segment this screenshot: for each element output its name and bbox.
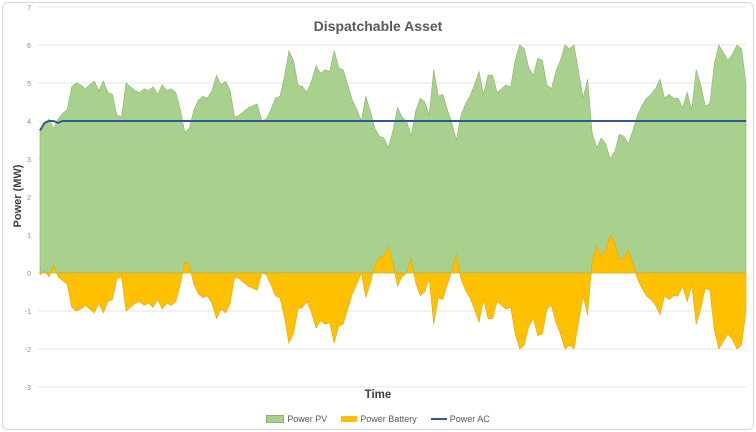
svg-text:6: 6 bbox=[27, 43, 31, 50]
ac-line-swatch-icon bbox=[430, 418, 447, 420]
svg-text:1: 1 bbox=[27, 233, 31, 240]
svg-text:3: 3 bbox=[27, 157, 31, 164]
svg-text:0: 0 bbox=[27, 271, 31, 278]
battery-area-series bbox=[39, 234, 747, 350]
x-axis-label: Time bbox=[364, 389, 392, 401]
y-axis-ticks: 7 6 5 4 3 2 1 0 -1 -2 -3 bbox=[25, 5, 31, 392]
svg-text:2: 2 bbox=[27, 195, 31, 202]
chart-title: Dispatchable Asset bbox=[313, 18, 443, 34]
svg-text:5: 5 bbox=[27, 81, 31, 88]
svg-text:-2: -2 bbox=[25, 347, 31, 354]
legend: Power PV Power Battery Power AC bbox=[0, 414, 756, 424]
legend-item-ac: Power AC bbox=[430, 414, 490, 424]
legend-label: Power Battery bbox=[360, 414, 417, 424]
legend-item-battery: Power Battery bbox=[341, 414, 417, 424]
pv-area-series bbox=[39, 44, 747, 274]
svg-text:4: 4 bbox=[27, 119, 31, 126]
legend-item-pv: Power PV bbox=[266, 414, 327, 424]
battery-swatch-icon bbox=[341, 416, 358, 422]
pv-swatch-icon bbox=[266, 415, 285, 423]
legend-label: Power PV bbox=[287, 414, 328, 424]
legend-label: Power AC bbox=[449, 414, 490, 424]
svg-text:-3: -3 bbox=[25, 385, 31, 392]
svg-text:-1: -1 bbox=[25, 309, 31, 316]
svg-text:7: 7 bbox=[27, 5, 31, 12]
ac-line-series bbox=[39, 120, 746, 132]
